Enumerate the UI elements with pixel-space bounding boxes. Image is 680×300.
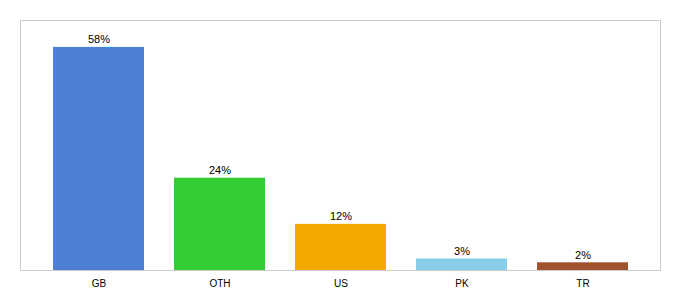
svg-text:3%: 3% bbox=[454, 245, 470, 257]
svg-text:GB: GB bbox=[92, 278, 107, 289]
svg-text:US: US bbox=[334, 278, 348, 289]
svg-text:TR: TR bbox=[576, 278, 589, 289]
svg-text:2%: 2% bbox=[575, 249, 591, 261]
svg-text:24%: 24% bbox=[209, 164, 231, 176]
svg-text:12%: 12% bbox=[330, 210, 352, 222]
svg-text:PK: PK bbox=[455, 278, 469, 289]
svg-text:58%: 58% bbox=[88, 33, 110, 45]
svg-text:OTH: OTH bbox=[209, 278, 230, 289]
